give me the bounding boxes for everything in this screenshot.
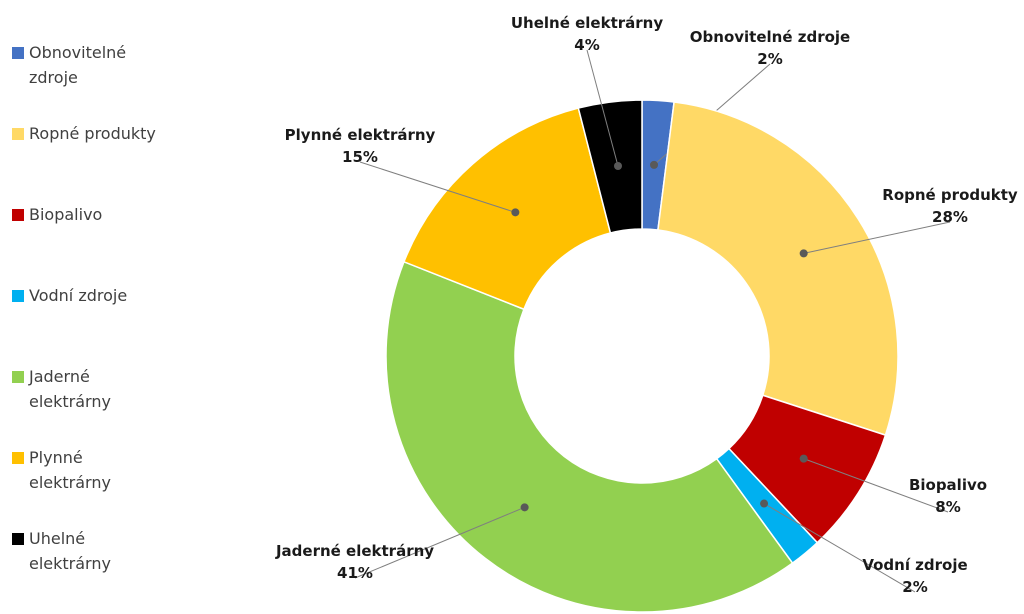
slice xyxy=(403,107,612,311)
legend-swatch xyxy=(12,533,24,545)
label-name: Jaderné elektrárny xyxy=(275,542,434,560)
legend-item: Obnovitelné zdroje xyxy=(12,40,192,121)
legend-item: Plynné elektrárny xyxy=(12,445,192,526)
leader-line xyxy=(803,221,951,254)
legend-item: Biopalivo xyxy=(12,202,192,283)
legend: Obnovitelné zdroje Ropné produkty Biopaliv… xyxy=(12,40,192,607)
label-name: Biopalivo xyxy=(909,476,987,494)
label-name: Ropné produkty xyxy=(882,186,1018,204)
legend-swatch xyxy=(12,371,24,383)
legend-swatch xyxy=(12,290,24,302)
label-name: Uhelné elektrárny xyxy=(511,14,663,32)
leader-line xyxy=(763,503,916,593)
slice xyxy=(577,99,643,234)
data-label: Vodní zdroje 2% xyxy=(862,556,967,596)
legend-item: Jaderné elektrárny xyxy=(12,364,192,445)
legend-label: Jaderné elektrárny xyxy=(29,367,111,411)
data-label: Biopalivo 8% xyxy=(909,476,987,516)
legend-item: Ropné produkty xyxy=(12,121,192,202)
label-value: 28% xyxy=(932,208,968,226)
data-label: Uhelné elektrárny 4% xyxy=(511,14,663,54)
leader-line xyxy=(586,49,619,167)
legend-label: Biopalivo xyxy=(29,205,103,224)
leader-line xyxy=(803,458,949,513)
legend-label: Plynné elektrárny xyxy=(29,448,111,492)
leader-dot xyxy=(650,160,659,169)
legend-swatch xyxy=(12,209,24,221)
legend-label: Ropné produkty xyxy=(29,124,156,143)
data-label: Jaderné elektrárny 41% xyxy=(275,542,434,582)
data-label: Ropné produkty 28% xyxy=(882,186,1018,226)
label-value: 2% xyxy=(902,578,927,596)
legend-swatch xyxy=(12,47,24,59)
label-value: 41% xyxy=(337,564,373,582)
leader-dot xyxy=(799,454,808,463)
label-name: Plynné elektrárny xyxy=(285,126,436,144)
label-name: Vodní zdroje xyxy=(862,556,967,574)
leader-line xyxy=(359,161,516,213)
data-label: Obnovitelné zdroje 2% xyxy=(690,28,850,68)
legend-label: Vodní zdroje xyxy=(29,286,128,305)
legend-label: Obnovitelné zdroje xyxy=(29,43,127,87)
label-value: 15% xyxy=(342,148,378,166)
legend-item: Uhelné elektrárny xyxy=(12,526,192,607)
legend-item: Vodní zdroje xyxy=(12,283,192,364)
label-value: 2% xyxy=(757,50,782,68)
slice xyxy=(385,260,794,613)
legend-label: Uhelné elektrárny xyxy=(29,529,111,573)
leader-dot xyxy=(799,249,808,258)
legend-swatch xyxy=(12,128,24,140)
leader-dot xyxy=(760,499,769,508)
data-label: Plynné elektrárny 15% xyxy=(285,126,436,166)
slice xyxy=(657,101,899,437)
leader-dot xyxy=(511,208,520,217)
leader-dot xyxy=(520,503,529,512)
leader-line xyxy=(354,506,525,579)
label-value: 8% xyxy=(935,498,960,516)
label-value: 4% xyxy=(574,36,599,54)
leader-dot xyxy=(613,162,622,171)
label-name: Obnovitelné zdroje xyxy=(690,28,850,46)
legend-swatch xyxy=(12,452,24,464)
